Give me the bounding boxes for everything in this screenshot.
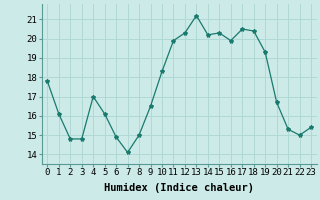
X-axis label: Humidex (Indice chaleur): Humidex (Indice chaleur) bbox=[104, 183, 254, 193]
